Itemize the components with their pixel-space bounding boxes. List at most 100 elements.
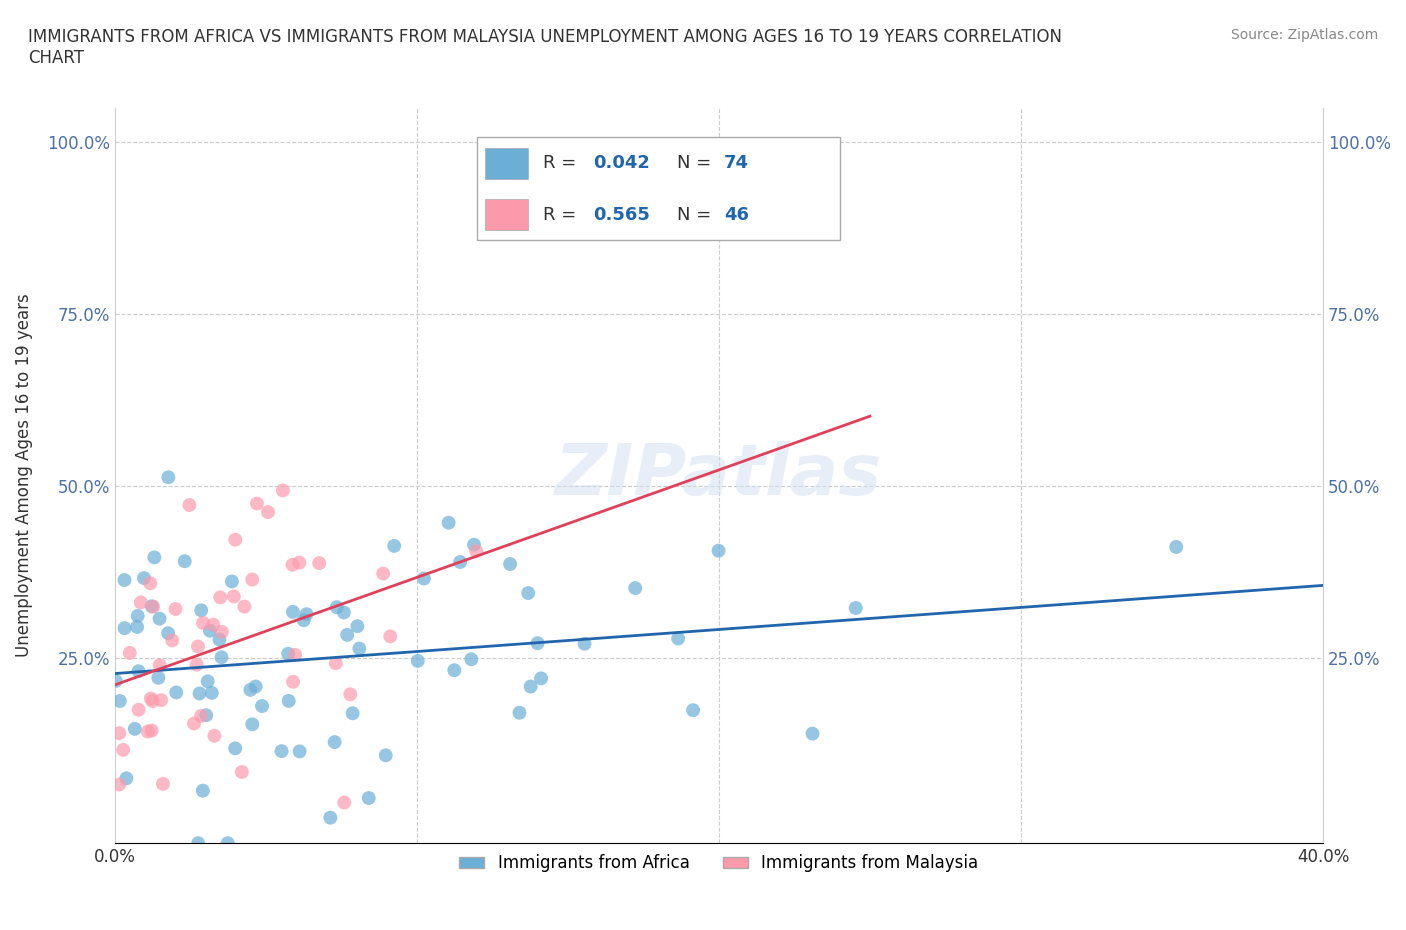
Point (277, 694, 299, 709)
Point (325, 656, 347, 671)
Point (508, 705, 530, 720)
Point (108, 777, 131, 792)
Point (380, 629, 402, 644)
Point (295, 606, 318, 621)
Point (271, 483, 294, 498)
Text: Source: ZipAtlas.com: Source: ZipAtlas.com (1230, 28, 1378, 42)
Point (204, 728, 226, 743)
Point (346, 618, 368, 633)
Point (187, 639, 209, 654)
Point (666, 631, 689, 646)
Point (224, 532, 246, 547)
Point (141, 599, 163, 614)
Point (460, 652, 482, 667)
Point (188, 686, 211, 701)
Point (141, 723, 163, 737)
Point (208, 632, 231, 647)
Point (173, 553, 195, 568)
Point (246, 496, 269, 511)
Point (382, 538, 405, 553)
Point (288, 744, 311, 759)
Point (112, 742, 135, 757)
Point (342, 706, 364, 721)
Point (142, 694, 165, 709)
Point (114, 620, 136, 635)
Point (222, 589, 245, 604)
Point (104, 673, 127, 688)
Point (128, 702, 150, 717)
Point (190, 709, 212, 724)
Point (191, 616, 214, 631)
Point (157, 626, 180, 641)
Point (336, 628, 359, 643)
Point (224, 741, 246, 756)
Point (142, 599, 165, 614)
Point (209, 590, 232, 604)
Point (139, 691, 162, 706)
Point (240, 572, 263, 587)
Point (406, 654, 429, 669)
Point (127, 664, 149, 679)
Point (152, 777, 174, 791)
Point (211, 624, 233, 639)
Point (233, 599, 256, 614)
Point (231, 764, 253, 779)
Point (240, 717, 263, 732)
Point (191, 783, 214, 798)
Point (198, 623, 221, 638)
Point (413, 571, 436, 586)
Point (190, 603, 212, 618)
Point (277, 646, 299, 661)
Point (162, 633, 184, 648)
Point (326, 600, 349, 615)
Point (530, 671, 553, 685)
Point (499, 556, 522, 571)
Point (465, 544, 488, 559)
Point (845, 601, 868, 616)
Point (118, 645, 141, 660)
Point (245, 679, 267, 694)
Point (319, 810, 342, 825)
Point (165, 685, 187, 700)
Point (349, 641, 371, 656)
Point (202, 618, 225, 632)
Point (201, 685, 224, 700)
Point (186, 658, 208, 672)
Point (132, 571, 155, 586)
Point (108, 694, 131, 709)
Point (281, 674, 304, 689)
Point (179, 498, 201, 512)
Point (270, 744, 292, 759)
Point (148, 611, 170, 626)
Point (308, 556, 330, 571)
Point (463, 538, 485, 552)
Point (187, 836, 209, 851)
Point (437, 515, 460, 530)
Point (526, 636, 548, 651)
Point (239, 683, 262, 698)
Point (108, 725, 131, 740)
Point (333, 795, 356, 810)
Text: ZIPatlas: ZIPatlas (555, 441, 883, 510)
Point (624, 580, 647, 595)
Point (357, 790, 380, 805)
Point (150, 693, 173, 708)
Point (257, 505, 280, 520)
Text: IMMIGRANTS FROM AFRICA VS IMMIGRANTS FROM MALAYSIA UNEMPLOYMENT AMONG AGES 16 TO: IMMIGRANTS FROM AFRICA VS IMMIGRANTS FRO… (28, 28, 1062, 67)
Point (124, 722, 146, 737)
Point (114, 573, 136, 588)
Point (183, 716, 205, 731)
Point (707, 543, 730, 558)
Point (333, 605, 356, 620)
Point (221, 574, 243, 589)
Point (373, 566, 395, 581)
Point (211, 650, 233, 665)
Point (284, 647, 307, 662)
Point (292, 613, 315, 628)
Point (127, 608, 149, 623)
Point (195, 708, 218, 723)
Point (323, 735, 346, 750)
Point (129, 595, 152, 610)
Point (443, 663, 465, 678)
Point (148, 671, 170, 685)
